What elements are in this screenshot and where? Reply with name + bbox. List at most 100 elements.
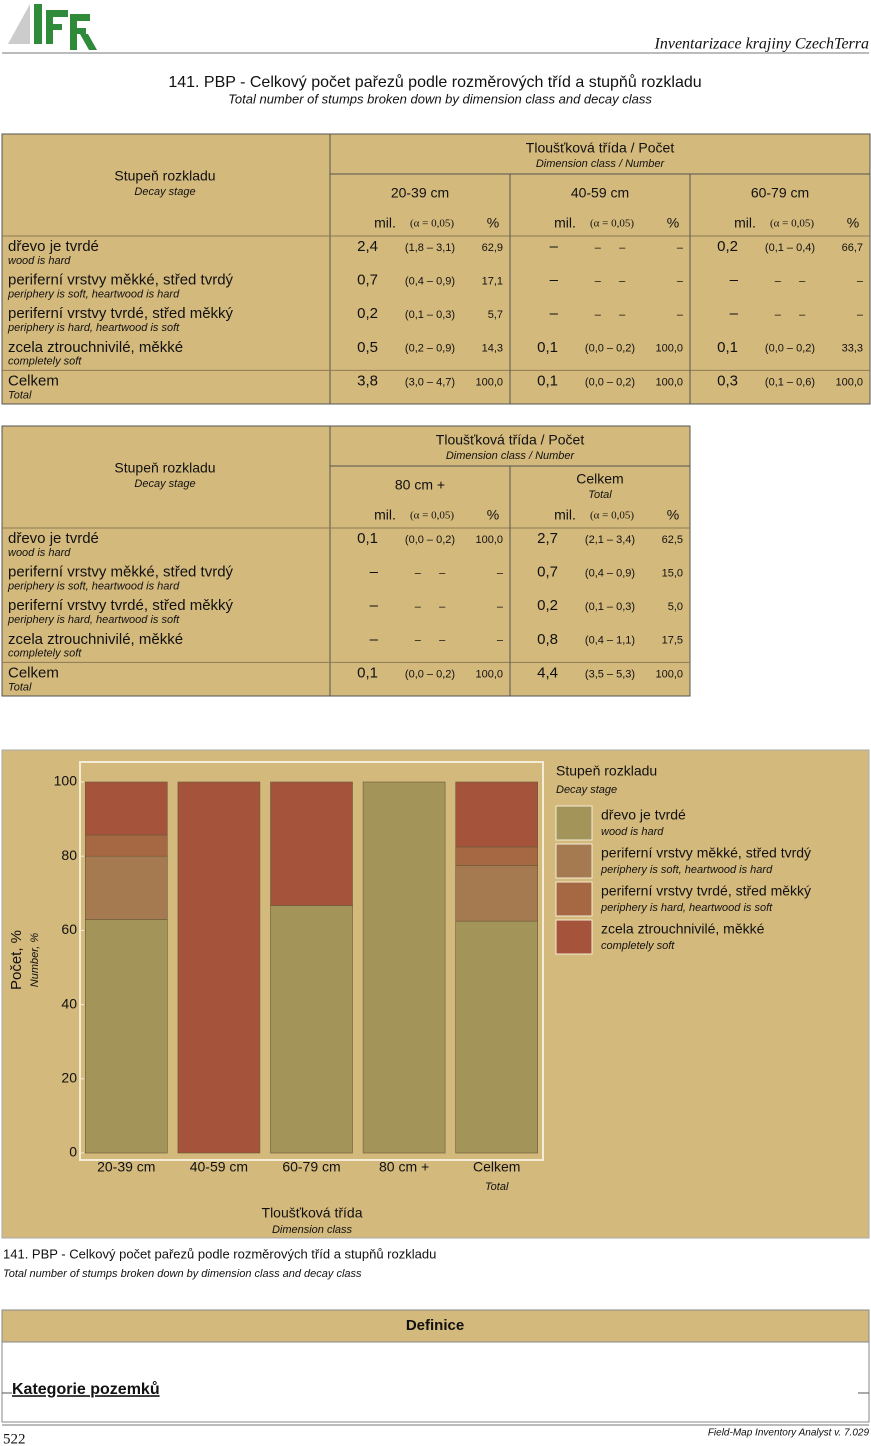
cell-mil: – xyxy=(550,238,559,255)
cell-mil: 0,7 xyxy=(537,564,558,581)
cell-mil: 0,8 xyxy=(537,631,558,648)
cell-ci: (0,1 – 0,4) xyxy=(765,242,815,254)
legend-label-en: wood is hard xyxy=(601,826,664,838)
header-org: Inventarizace krajiny CzechTerra xyxy=(654,36,869,53)
y-tick-label: 20 xyxy=(61,1070,77,1086)
legend-label: zcela ztrouchnivilé, měkké xyxy=(601,921,765,937)
cell-pct: 17,1 xyxy=(482,276,503,288)
column-header: 40-59 cm xyxy=(571,185,629,201)
y-tick-label: 40 xyxy=(61,995,77,1011)
row-label: Celkem xyxy=(8,664,59,681)
cell-pct: 100,0 xyxy=(475,668,503,680)
cell-pct: 66,7 xyxy=(842,242,863,254)
legend-label-en: periphery is hard, heartwood is soft xyxy=(600,902,773,914)
caption: 141. PBP - Celkový počet pařezů podle ro… xyxy=(3,1246,436,1261)
column-header: 80 cm + xyxy=(395,477,445,493)
cell-pct: – xyxy=(497,635,504,647)
row-header-en: Decay stage xyxy=(134,478,195,490)
cell-mil: 2,4 xyxy=(357,238,378,255)
x-tick-label: 20-39 cm xyxy=(97,1159,155,1175)
cell-mil: 0,2 xyxy=(717,238,738,255)
legend-label: periferní vrstvy měkké, střed tvrdý xyxy=(601,845,811,861)
row-header: Stupeň rozkladu xyxy=(114,168,215,184)
y-tick-label: 0 xyxy=(69,1144,77,1160)
cell-mil: – xyxy=(730,272,739,289)
cell-mil: 0,2 xyxy=(537,597,558,614)
cell-ci: (0,4 – 1,1) xyxy=(585,635,635,647)
cell-pct: 33,3 xyxy=(842,343,863,355)
bar-segment xyxy=(455,846,539,866)
legend-swatch xyxy=(555,805,593,841)
row-label-en: wood is hard xyxy=(8,547,71,559)
cell-ci: (0,1 – 0,6) xyxy=(765,376,815,388)
subheader: mil. xyxy=(374,507,396,523)
cell-ci: (2,1 – 3,4) xyxy=(585,534,635,546)
row-label: dřevo je tvrdé xyxy=(8,238,99,255)
bar-segment xyxy=(362,781,446,1154)
cell-ci: – – xyxy=(415,635,446,647)
subheader: mil. xyxy=(734,215,756,231)
row-header: Stupeň rozkladu xyxy=(114,460,215,476)
page-number: 522 xyxy=(3,1431,26,1446)
logo xyxy=(8,4,97,50)
y-tick-label: 100 xyxy=(54,773,78,789)
cell-mil: 0,1 xyxy=(537,339,558,356)
row-label-en: wood is hard xyxy=(8,255,71,267)
bar-segment xyxy=(85,781,168,836)
bar-segment xyxy=(455,781,539,848)
cell-ci: (0,4 – 0,9) xyxy=(405,276,455,288)
row-label: zcela ztrouchnivilé, měkké xyxy=(8,339,183,356)
row-label-en: periphery is soft, heartwood is hard xyxy=(7,581,180,593)
cell-ci: (0,1 – 0,3) xyxy=(405,309,455,321)
group-header-en: Dimension class / Number xyxy=(536,158,666,170)
cell-pct: 100,0 xyxy=(655,376,683,388)
x-tick-label: 40-59 cm xyxy=(190,1159,248,1175)
cell-ci: (3,0 – 4,7) xyxy=(405,376,455,388)
subheader: mil. xyxy=(554,507,576,523)
subheader: (α = 0,05) xyxy=(590,510,634,522)
definitions-title: Definice xyxy=(406,1317,464,1334)
bar-segment xyxy=(85,834,168,857)
cell-pct: 100,0 xyxy=(475,534,503,546)
cell-ci: – – xyxy=(595,276,626,288)
subheader: (α = 0,05) xyxy=(410,510,454,522)
cell-mil: 0,1 xyxy=(717,339,738,356)
row-label-en: Total xyxy=(8,389,32,401)
row-label-en: completely soft xyxy=(8,648,82,660)
x-axis-title-en: Dimension class xyxy=(272,1224,353,1236)
cell-pct: – xyxy=(677,242,684,254)
subheader: % xyxy=(487,507,499,523)
caption-en: Total number of stumps broken down by di… xyxy=(3,1268,362,1280)
row-label-en: Total xyxy=(8,681,32,693)
cell-ci: – – xyxy=(415,568,446,580)
cell-pct: 100,0 xyxy=(655,343,683,355)
row-label: periferní vrstvy tvrdé, střed měkký xyxy=(8,597,234,614)
definitions-head xyxy=(1,1309,870,1343)
row-label-en: completely soft xyxy=(8,356,82,368)
cell-mil: 0,1 xyxy=(357,530,378,547)
cell-pct: 62,9 xyxy=(482,242,503,254)
cell-mil: 0,2 xyxy=(357,305,378,322)
cell-ci: (0,0 – 0,2) xyxy=(765,343,815,355)
row-label: periferní vrstvy tvrdé, střed měkký xyxy=(8,305,234,322)
cell-pct: – xyxy=(677,309,684,321)
table-bg xyxy=(1,133,871,405)
cell-mil: 3,8 xyxy=(357,372,378,389)
cell-pct: 5,7 xyxy=(488,309,503,321)
legend-swatch xyxy=(555,843,593,879)
x-tick-sublabel: Total xyxy=(485,1181,509,1193)
cell-mil: – xyxy=(730,305,739,322)
cell-ci: – – xyxy=(595,309,626,321)
group-header-en: Dimension class / Number xyxy=(446,450,576,462)
cell-mil: 2,7 xyxy=(537,530,558,547)
bar-segment xyxy=(455,920,539,1154)
column-header: 60-79 cm xyxy=(751,185,809,201)
cell-pct: – xyxy=(497,568,504,580)
cell-ci: – – xyxy=(775,276,806,288)
cell-mil: 4,4 xyxy=(537,664,558,681)
cell-ci: (0,1 – 0,3) xyxy=(585,601,635,613)
legend-label-en: periphery is soft, heartwood is hard xyxy=(600,864,773,876)
table-bg xyxy=(1,425,691,697)
cell-pct: – xyxy=(677,276,684,288)
